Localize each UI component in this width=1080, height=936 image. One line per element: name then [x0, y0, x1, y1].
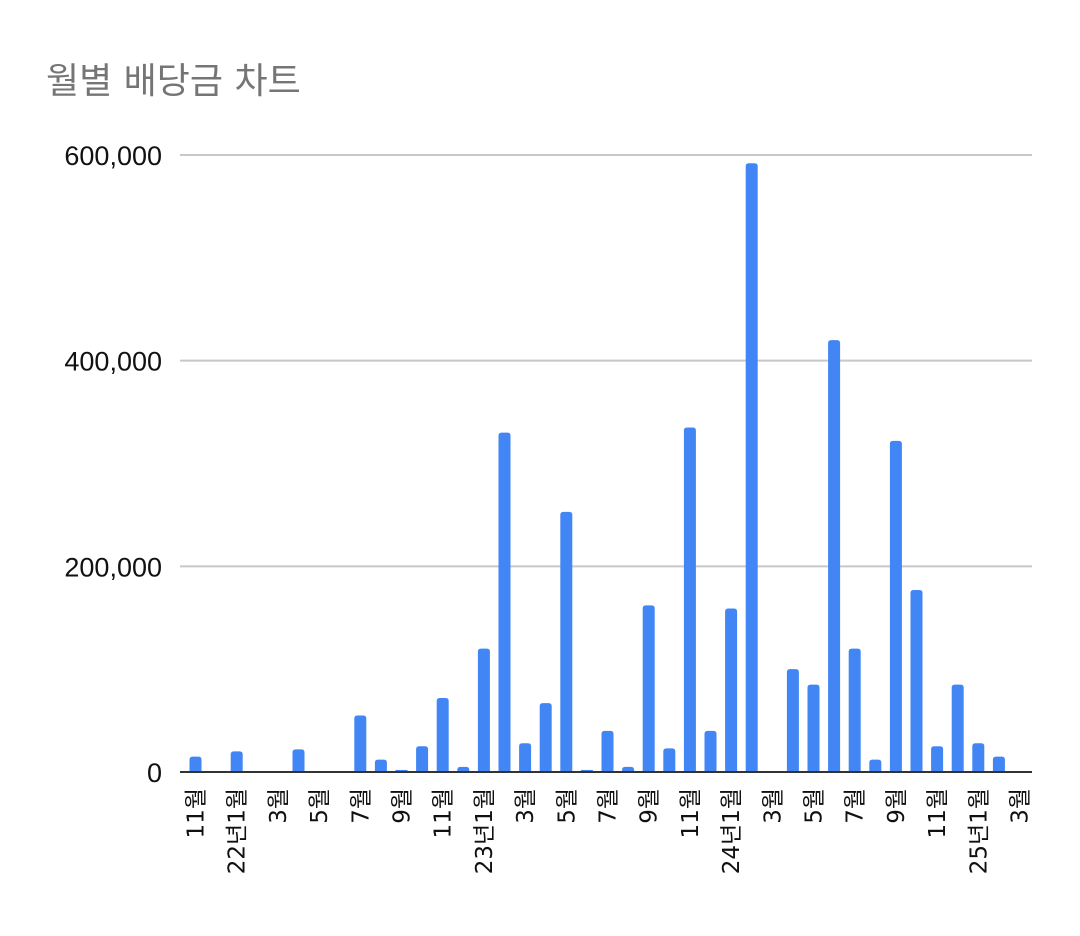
bar — [910, 589, 923, 772]
bar — [498, 432, 511, 772]
x-tick-label: 9월 — [637, 788, 663, 824]
x-tick-label: 7월 — [348, 788, 374, 824]
bar — [519, 743, 532, 772]
x-tick-label: 7월 — [596, 788, 622, 824]
bar — [931, 746, 944, 772]
chart-title: 월별 배당금 차트 — [46, 61, 301, 102]
gridlines — [180, 154, 1032, 568]
bar — [889, 440, 902, 772]
x-tick-label: 5월 — [554, 788, 580, 824]
x-tick-label: 3월 — [513, 788, 539, 824]
bar — [477, 648, 490, 772]
x-tick-label: 11월 — [678, 788, 704, 838]
bar — [642, 605, 655, 772]
y-tick-label: 0 — [147, 758, 162, 788]
bar — [992, 756, 1005, 772]
x-tick-label: 24년1월 — [719, 788, 745, 874]
x-tick-label: 3월 — [760, 788, 786, 824]
bar — [683, 427, 696, 772]
x-tick-label: 25년1월 — [966, 788, 992, 874]
x-tick-label: 5월 — [307, 788, 333, 824]
bar — [807, 684, 820, 772]
bar — [622, 766, 635, 772]
bar — [189, 756, 202, 772]
x-tick-label: 3월 — [1008, 788, 1034, 824]
x-axis-labels: 11월 22년1월 3월 5월 7월 9월 11월 23년1월 3월 5월 7월 9월 11월 24년1월… — [184, 788, 1034, 874]
bar — [951, 684, 964, 772]
x-tick-label: 7월 — [843, 788, 869, 824]
x-tick-label: 22년1월 — [225, 788, 251, 874]
x-tick-label: 9월 — [884, 788, 910, 824]
x-tick-label: 11월 — [431, 788, 457, 838]
bar — [457, 766, 470, 772]
x-tick-label: 3월 — [266, 788, 292, 824]
x-tick-label: 5월 — [802, 788, 828, 824]
bar — [972, 743, 985, 772]
x-tick-label: 11월 — [184, 788, 210, 838]
bar — [725, 608, 738, 772]
bar — [539, 703, 552, 772]
bar — [436, 697, 449, 772]
bar — [786, 669, 799, 772]
bar — [560, 511, 573, 772]
y-tick-label: 200,000 — [64, 552, 162, 582]
bar — [292, 749, 305, 772]
bars — [189, 163, 1005, 772]
bar — [354, 715, 367, 772]
bar — [828, 340, 841, 772]
bar — [869, 759, 882, 772]
bar — [745, 163, 758, 772]
x-tick-label: 9월 — [390, 788, 416, 824]
y-tick-label: 400,000 — [64, 347, 162, 377]
bar — [374, 759, 387, 772]
y-tick-label: 600,000 — [64, 141, 162, 171]
bar — [601, 730, 614, 772]
bar — [663, 748, 676, 772]
bar — [848, 648, 861, 772]
bar — [704, 730, 717, 772]
x-tick-label: 11월 — [925, 788, 951, 838]
bar — [416, 746, 429, 772]
bar — [230, 751, 243, 772]
x-tick-label: 23년1월 — [472, 788, 498, 874]
y-axis-labels: 0 200,000 400,000 600,000 — [64, 141, 162, 788]
